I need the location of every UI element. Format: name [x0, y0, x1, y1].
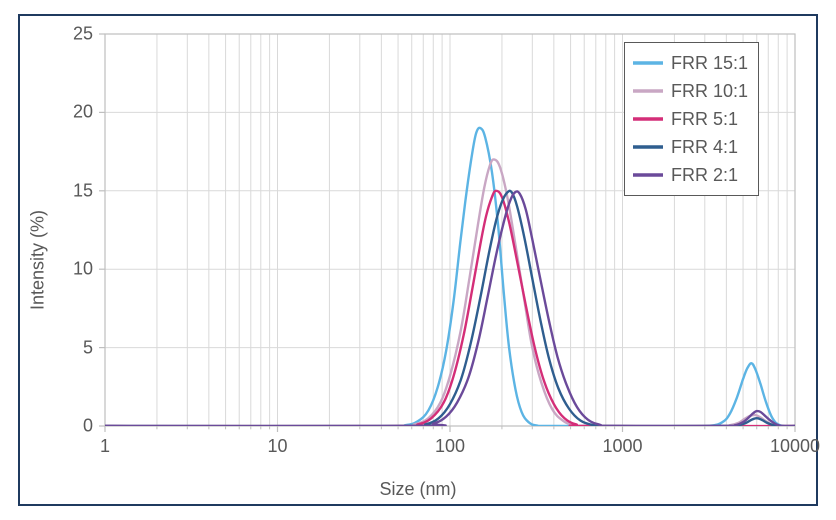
axis-tick-label: 15: [73, 180, 93, 201]
legend-swatch: [633, 170, 663, 180]
legend-swatch: [633, 114, 663, 124]
legend-swatch: [633, 58, 663, 68]
legend-item: FRR 2:1: [633, 161, 748, 189]
x-axis-label: Size (nm): [379, 479, 456, 500]
legend-label: FRR 5:1: [671, 109, 738, 130]
axis-tick-label: 1000: [602, 436, 642, 457]
axis-tick-label: 10000: [770, 436, 820, 457]
axis-tick-label: 10: [267, 436, 287, 457]
axis-tick-label: 20: [73, 102, 93, 123]
legend-label: FRR 4:1: [671, 137, 738, 158]
legend: FRR 15:1 FRR 10:1 FRR 5:1 FRR 4:1 FRR 2:1: [624, 42, 759, 196]
axis-tick-label: 100: [435, 436, 465, 457]
legend-item: FRR 4:1: [633, 133, 748, 161]
legend-label: FRR 10:1: [671, 81, 748, 102]
axis-tick-label: 1: [100, 436, 110, 457]
legend-swatch: [633, 142, 663, 152]
legend-item: FRR 5:1: [633, 105, 748, 133]
legend-label: FRR 15:1: [671, 53, 748, 74]
y-axis-label: Intensity (%): [28, 210, 49, 310]
axis-tick-label: 10: [73, 259, 93, 280]
axis-tick-label: 5: [83, 337, 93, 358]
chart-panel: Intensity (%) Size (nm) FRR 15:1 FRR 10:1…: [18, 14, 818, 506]
legend-swatch: [633, 86, 663, 96]
legend-item: FRR 15:1: [633, 49, 748, 77]
axis-tick-label: 0: [83, 416, 93, 437]
legend-label: FRR 2:1: [671, 165, 738, 186]
axis-tick-label: 25: [73, 24, 93, 45]
legend-item: FRR 10:1: [633, 77, 748, 105]
